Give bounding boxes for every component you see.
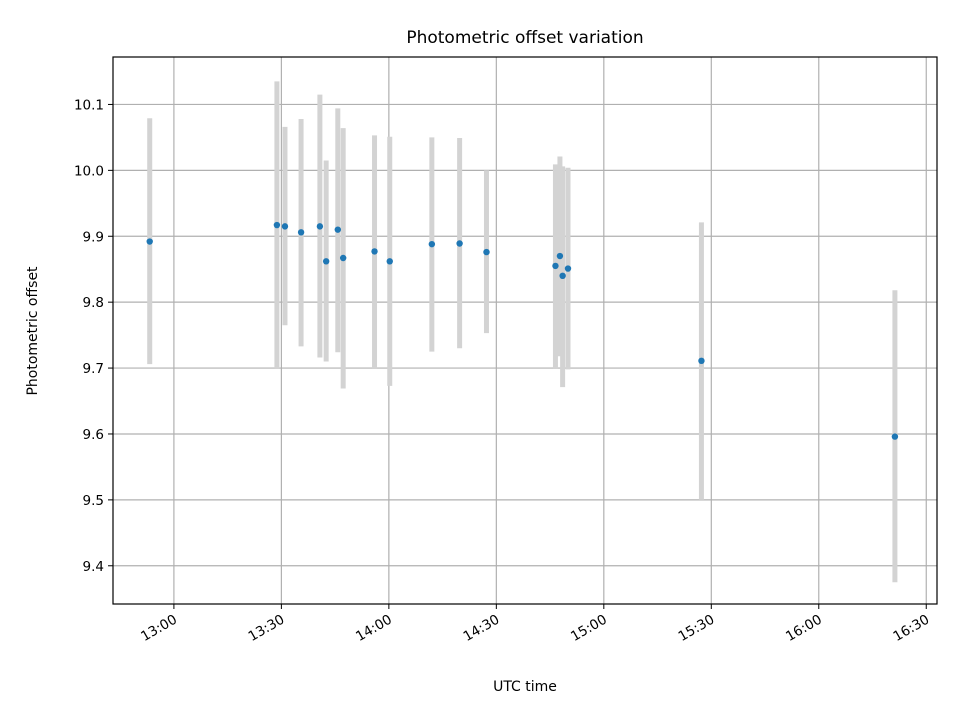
plot-frame [112, 56, 938, 605]
data-point [273, 221, 281, 229]
y-tick-label: 9.6 [83, 427, 104, 443]
data-point [428, 240, 436, 248]
y-tick-label: 10.0 [74, 163, 104, 179]
data-points [146, 221, 899, 440]
data-point [483, 248, 490, 256]
y-tick-label: 9.5 [83, 493, 104, 509]
data-point [297, 229, 305, 236]
data-point [552, 262, 559, 270]
data-point [386, 258, 393, 265]
data-point [371, 248, 378, 255]
y-tick-label: 9.9 [83, 229, 104, 245]
y-tick-label: 9.8 [83, 295, 104, 311]
y-tick-label: 10.1 [74, 97, 104, 113]
data-point [564, 265, 572, 272]
data-point [891, 433, 899, 440]
data-point [281, 223, 289, 230]
data-point [146, 238, 153, 245]
data-point [316, 223, 324, 230]
data-point [559, 272, 566, 279]
x-axis-label: UTC time [493, 679, 557, 695]
y-tick-label: 9.7 [83, 361, 104, 377]
data-point [334, 226, 342, 233]
y-axis: 9.4 9.5 9.6 9.7 9.8 9.9 10.0 10.1 [74, 97, 113, 575]
data-point [339, 254, 347, 262]
data-point [322, 258, 330, 265]
y-tick-label: 9.4 [83, 559, 104, 575]
y-axis-label: Photometric offset [25, 266, 41, 396]
data-point [698, 357, 705, 365]
data-point [556, 252, 564, 260]
data-point [456, 240, 463, 247]
chart-title: Photometric offset variation [406, 28, 643, 48]
